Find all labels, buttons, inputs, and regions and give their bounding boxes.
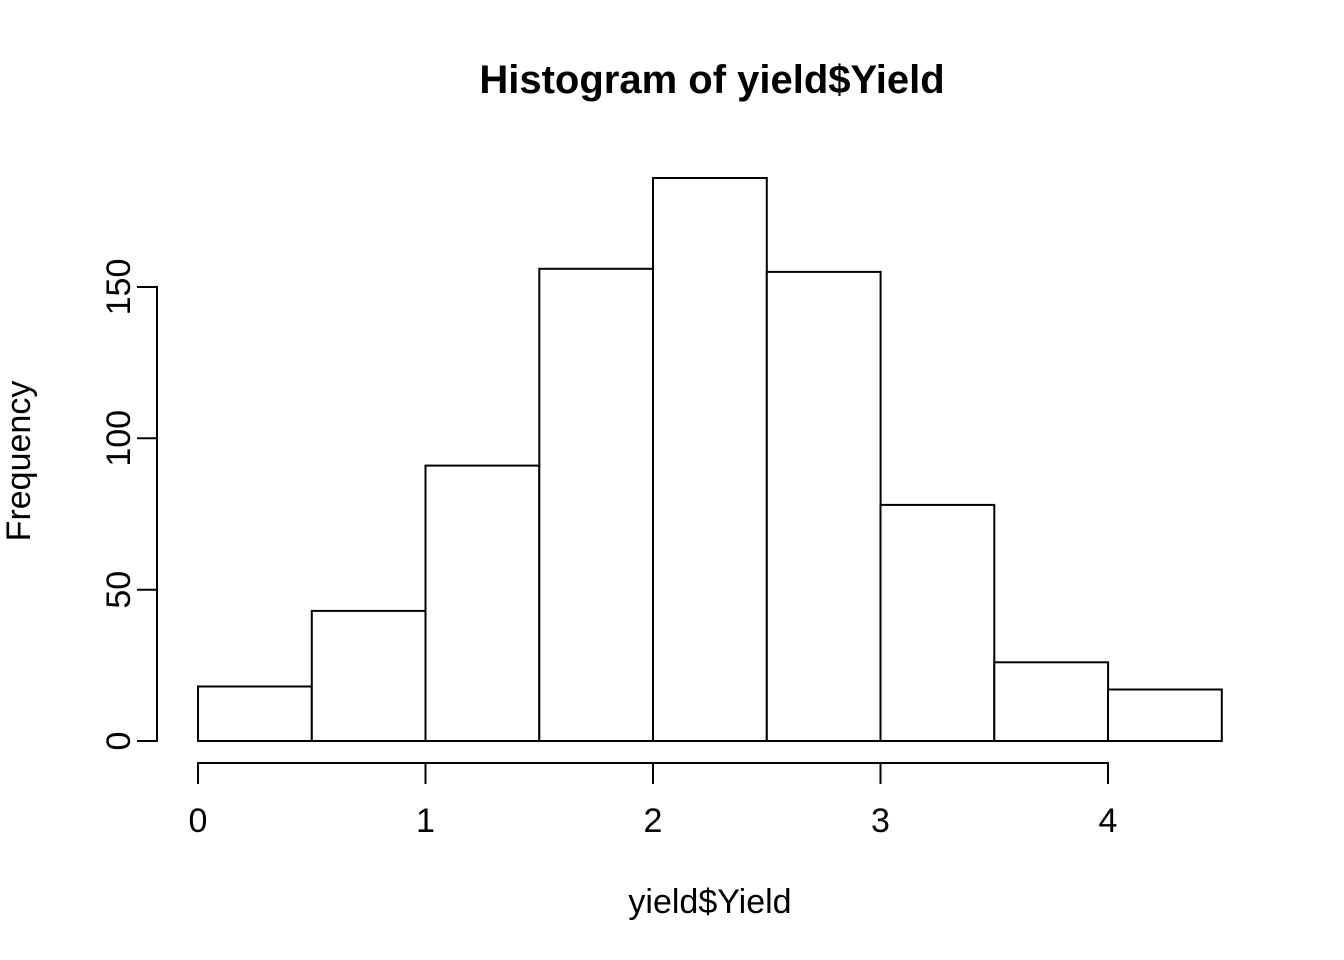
histogram-bar: [993, 661, 1110, 742]
x-axis-tick-label: 2: [644, 802, 663, 840]
x-axis-tick-label: 3: [871, 802, 890, 840]
x-axis-tick-label: 0: [189, 802, 208, 840]
histogram-bar: [879, 503, 996, 742]
histogram-bar: [538, 267, 655, 742]
histogram-bar: [197, 685, 313, 742]
y-axis-tick-label: 150: [100, 259, 138, 316]
y-axis-tick-label: 100: [100, 410, 138, 467]
histogram-bar: [652, 177, 768, 742]
histogram-bar: [424, 464, 541, 742]
histogram-bar: [1107, 688, 1223, 742]
bars-layer: [197, 177, 1223, 743]
x-axis-tick-label: 1: [416, 802, 435, 840]
y-axis-tick-label: 0: [100, 732, 138, 751]
x-axis-label: yield$Yield: [628, 883, 791, 921]
axes-layer: 0 50 100 150 0 1 2 3 4: [100, 259, 1117, 840]
chart-title: Histogram of yield$Yield: [479, 58, 944, 102]
histogram-bar: [310, 609, 427, 743]
x-axis-tick-label: 4: [1099, 802, 1118, 840]
y-axis-tick-label: 50: [100, 571, 138, 609]
y-axis-label: Frequency: [0, 381, 38, 542]
histogram-bar: [765, 270, 882, 742]
